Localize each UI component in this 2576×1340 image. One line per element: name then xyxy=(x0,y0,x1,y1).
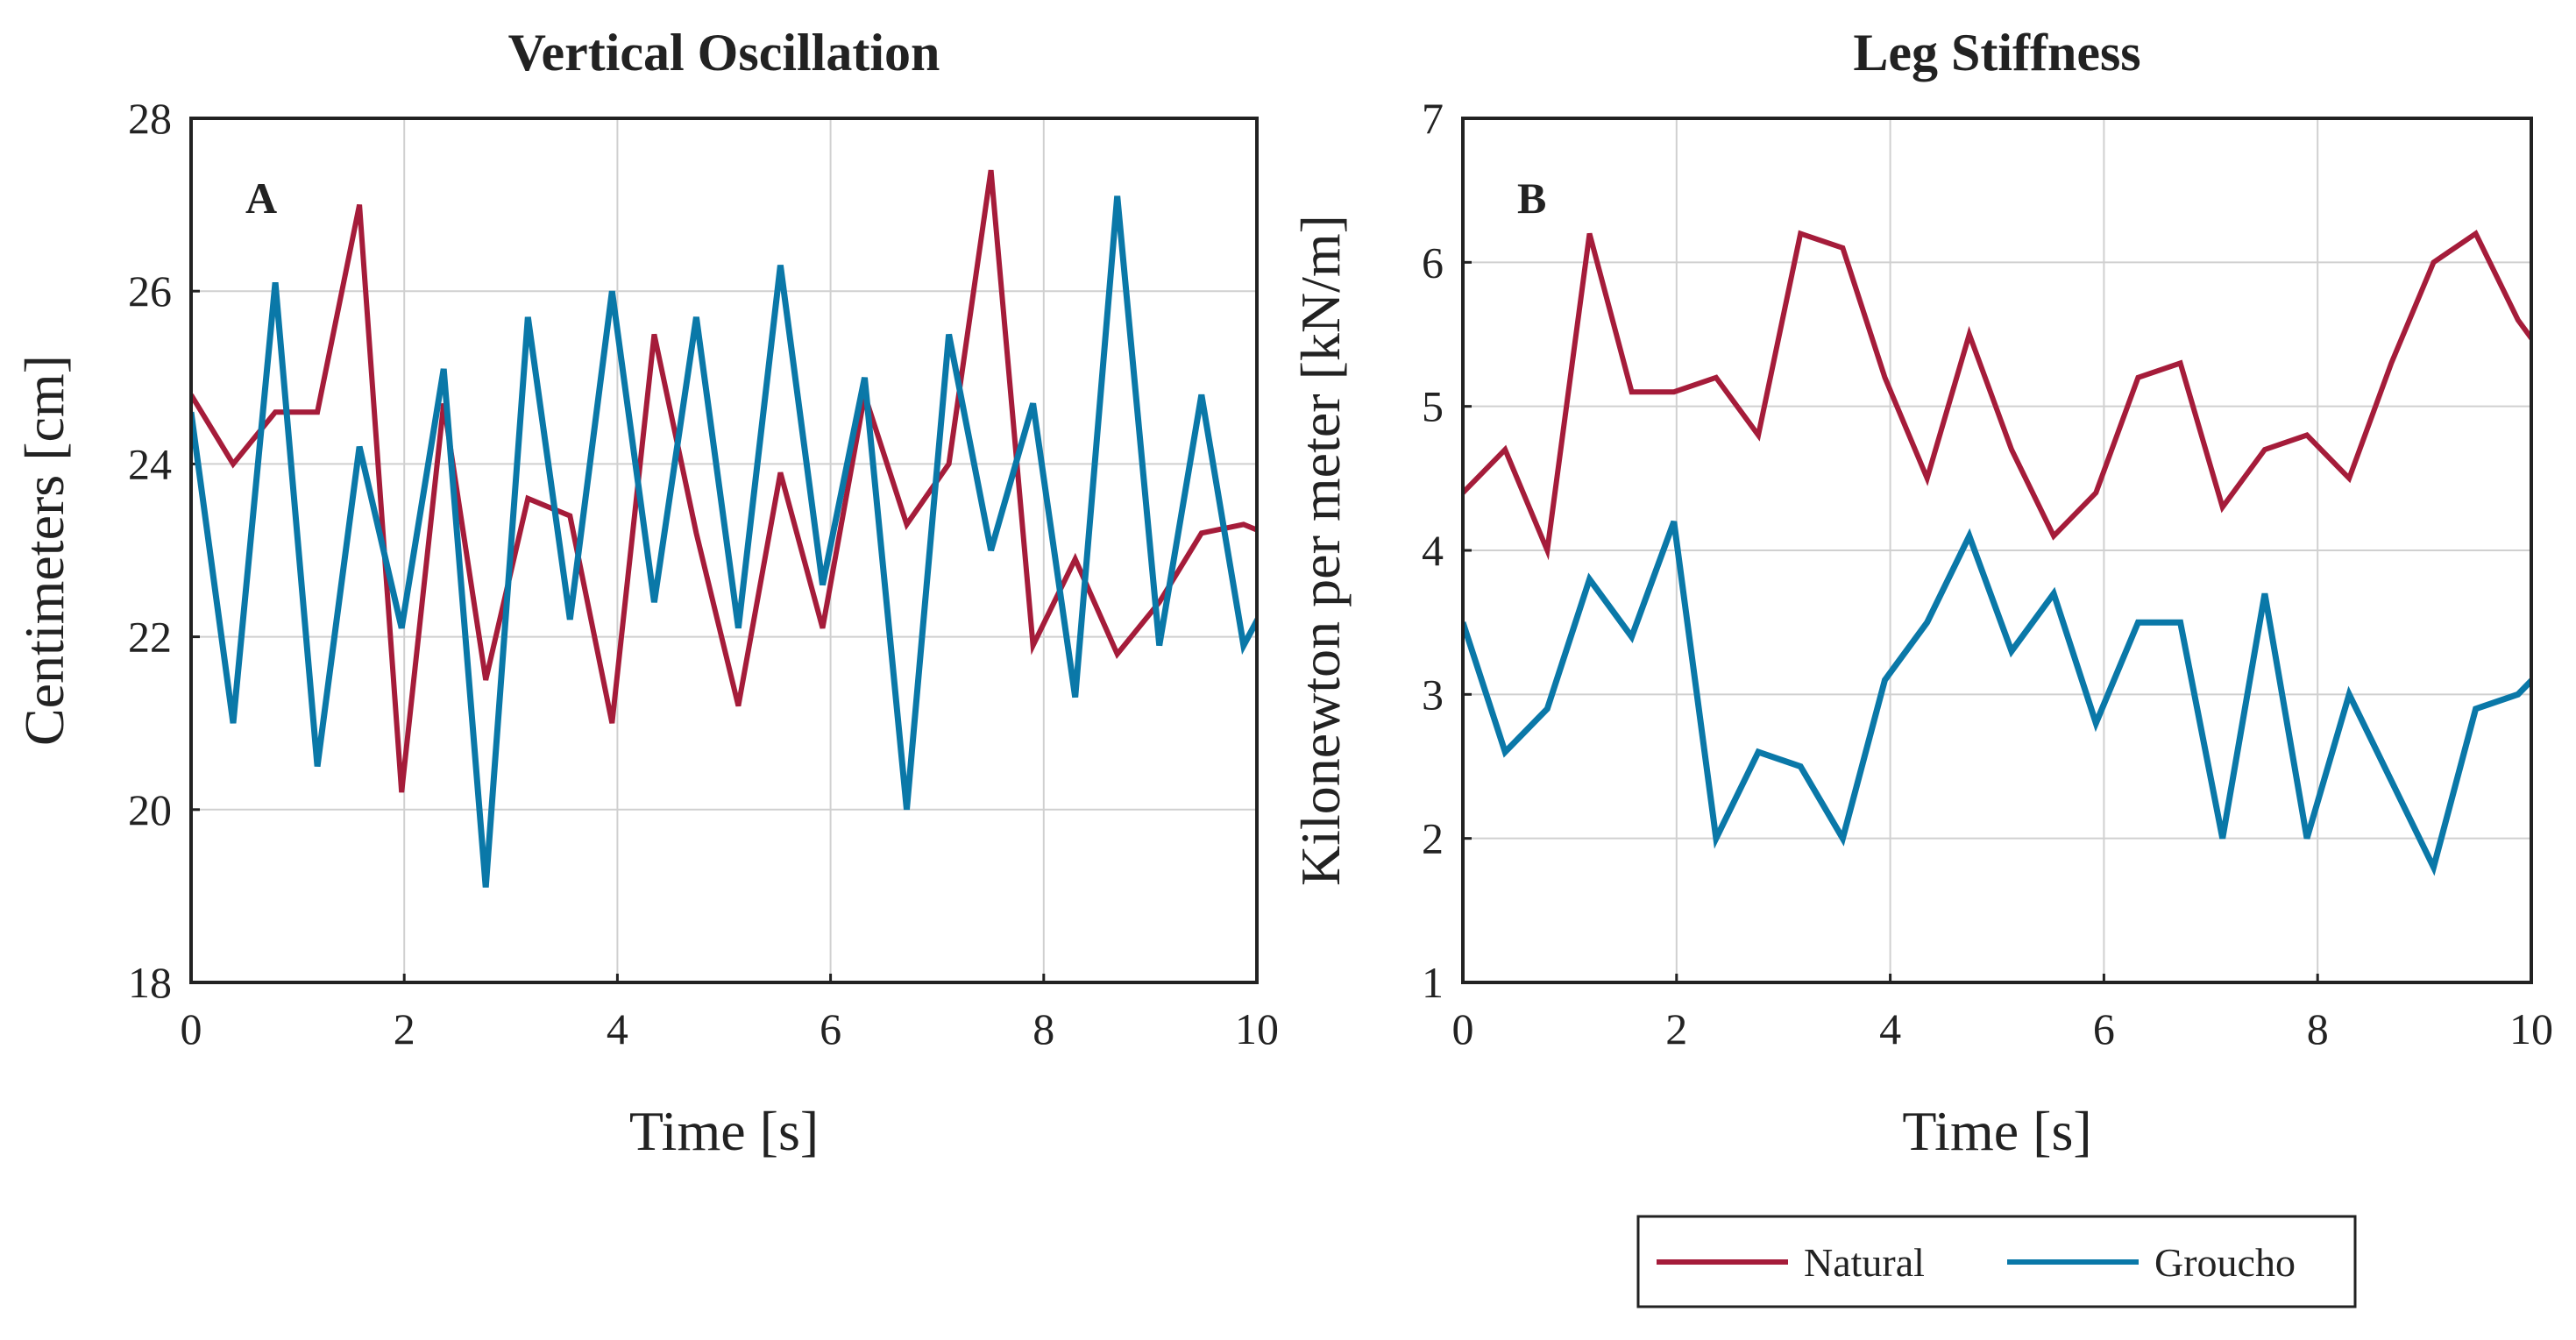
x-tick-label: 6 xyxy=(820,1004,841,1053)
x-axis-label: Time [s] xyxy=(629,1100,819,1162)
x-tick-label: 10 xyxy=(2509,1004,2553,1053)
legend: Natural Groucho xyxy=(1636,1215,2357,1308)
x-axis-label: Time [s] xyxy=(1902,1100,2091,1162)
y-tick-label: 2 xyxy=(1422,814,1444,863)
y-tick-label: 4 xyxy=(1422,526,1444,575)
series-line-natural xyxy=(1463,230,2531,561)
x-tick-label: 2 xyxy=(1665,1004,1687,1053)
series-line-natural xyxy=(191,169,1257,793)
x-tick-label: 2 xyxy=(394,1004,415,1053)
y-tick-label: 22 xyxy=(128,613,172,662)
plot-area xyxy=(191,118,1257,982)
y-axis-label: Centimeters [cm] xyxy=(13,355,75,746)
plot-frame xyxy=(1461,117,2533,984)
y-tick-label: 3 xyxy=(1422,670,1444,719)
y-tick-label: 28 xyxy=(128,94,172,143)
x-tick-label: 8 xyxy=(1033,1004,1054,1053)
x-tick-label: 8 xyxy=(2307,1004,2329,1053)
panel-label: A xyxy=(245,174,277,223)
y-tick-label: 5 xyxy=(1422,382,1444,431)
x-tick-label: 0 xyxy=(181,1004,202,1053)
panel-label: B xyxy=(1517,174,1546,223)
y-tick-label: 18 xyxy=(128,958,172,1007)
y-tick-label: 1 xyxy=(1422,958,1444,1007)
x-tick-label: 6 xyxy=(2093,1004,2115,1053)
y-tick-label: 26 xyxy=(128,266,172,316)
y-tick-label: 7 xyxy=(1422,94,1444,143)
legend-label-natural: Natural xyxy=(1804,1240,1925,1285)
chart-title: Vertical Oscillation xyxy=(508,24,940,82)
y-tick-label: 24 xyxy=(128,439,172,488)
x-tick-label: 10 xyxy=(1235,1004,1279,1053)
series-line-groucho xyxy=(1463,520,2531,876)
x-tick-label: 0 xyxy=(1452,1004,1474,1053)
y-tick-label: 20 xyxy=(128,785,172,834)
plot-frame xyxy=(189,117,1259,984)
x-tick-label: 4 xyxy=(1879,1004,1901,1053)
series-line-groucho xyxy=(191,195,1257,888)
x-tick-label: 4 xyxy=(607,1004,628,1053)
y-axis-label: Kilonewton per meter [kN/m] xyxy=(1289,215,1352,886)
legend-label-groucho: Groucho xyxy=(2154,1240,2296,1285)
y-tick-label: 6 xyxy=(1422,238,1444,287)
chart-title: Leg Stiffness xyxy=(1853,24,2140,82)
